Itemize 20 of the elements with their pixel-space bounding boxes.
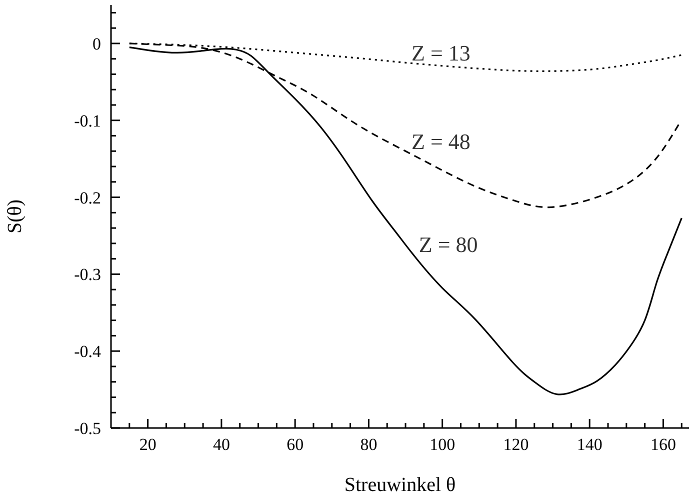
x-axis-title: Streuwinkel θ xyxy=(344,474,456,496)
y-tick-label: -0.5 xyxy=(74,419,101,438)
x-tick-label: 20 xyxy=(139,435,156,454)
y-tick-label: 0 xyxy=(92,34,101,54)
y-tick-label: -0.3 xyxy=(74,265,101,284)
series-label: Z = 13 xyxy=(412,40,470,66)
x-tick-label: 60 xyxy=(286,435,304,454)
series-label: Z = 48 xyxy=(412,129,470,154)
x-tick-label: 120 xyxy=(503,435,529,454)
line-series xyxy=(128,46,682,395)
y-tick-label: -0.4 xyxy=(74,342,102,362)
series-label: Z = 80 xyxy=(418,232,478,258)
x-tick-label: 160 xyxy=(650,435,676,454)
x-tick-label: 80 xyxy=(360,435,378,454)
x-tick-label: 140 xyxy=(576,435,602,454)
y-tick-label: -0.1 xyxy=(74,111,101,130)
x-tick-label: 100 xyxy=(430,435,456,454)
x-tick-label: 40 xyxy=(212,435,230,454)
y-tick-label: -0.2 xyxy=(74,188,101,208)
y-axis-title: S(θ) xyxy=(4,199,26,234)
